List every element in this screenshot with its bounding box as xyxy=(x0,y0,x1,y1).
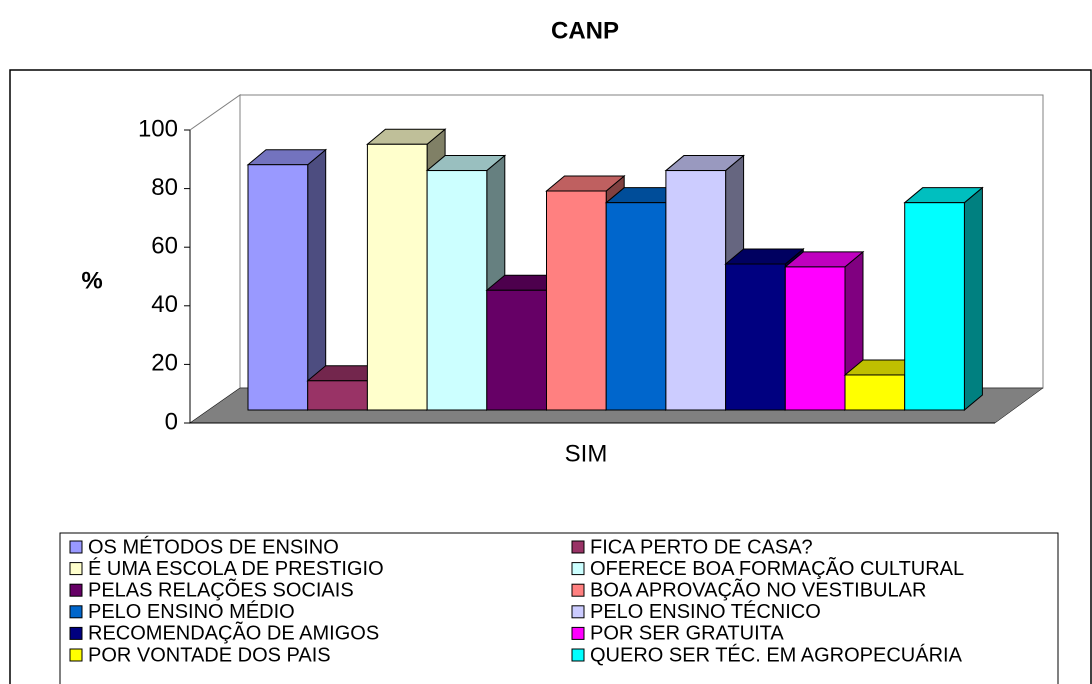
bar xyxy=(725,263,786,411)
bar xyxy=(665,170,727,411)
legend-label: QUERO SER TÉC. EM AGROPECUÁRIA xyxy=(590,643,963,666)
legend-swatch xyxy=(69,605,83,619)
side-wall xyxy=(189,94,241,424)
legend-label: É UMA ESCOLA DE PRESTIGIO xyxy=(88,557,384,580)
legend-label: PELO ENSINO MÉDIO xyxy=(88,600,295,623)
chart-title: CANP xyxy=(551,17,619,44)
legend-swatch xyxy=(571,562,585,576)
legend-swatch xyxy=(69,626,83,640)
legend-swatch xyxy=(69,648,83,662)
legend-swatch xyxy=(571,626,585,640)
bar xyxy=(844,374,906,411)
bar xyxy=(546,190,607,411)
legend-label: FICA PERTO DE CASA? xyxy=(590,536,813,558)
legend-swatch xyxy=(69,562,83,576)
y-tick-label: 20 xyxy=(151,350,178,377)
y-tick-label: 0 xyxy=(165,408,178,435)
bar xyxy=(784,266,846,411)
legend-label: OFERECE BOA FORMAÇÃO CULTURAL xyxy=(590,556,964,580)
bar xyxy=(426,170,488,411)
bar xyxy=(904,202,965,411)
y-tick-label: 60 xyxy=(151,233,178,260)
legend-label: POR VONTADE DOS PAIS xyxy=(88,644,331,666)
bar xyxy=(605,202,667,411)
legend xyxy=(59,532,1059,684)
bar xyxy=(486,289,547,411)
legend-swatch xyxy=(571,605,585,619)
legend-swatch xyxy=(69,540,83,554)
legend-label: OS MÉTODOS DE ENSINO xyxy=(88,535,339,558)
y-tick-label: 40 xyxy=(151,291,178,318)
y-axis-label: % xyxy=(81,267,102,294)
bar-side xyxy=(963,186,983,412)
legend-swatch xyxy=(571,583,585,597)
x-tick-label: SIM xyxy=(565,440,608,467)
legend-swatch xyxy=(571,648,585,662)
legend-label: POR SER GRATUITA xyxy=(590,623,784,645)
bar xyxy=(247,164,309,411)
legend-label: RECOMENDAÇÃO DE AMIGOS xyxy=(88,621,379,645)
bar xyxy=(307,380,368,411)
legend-label: BOA APROVAÇÃO NO VESTIBULAR xyxy=(590,577,926,601)
legend-swatch xyxy=(571,540,585,554)
y-tick-label: 100 xyxy=(138,115,178,142)
bar xyxy=(366,143,428,411)
legend-label: PELAS RELAÇÕES SOCIAIS xyxy=(88,577,354,601)
y-tick-label: 80 xyxy=(151,174,178,201)
legend-label: PELO ENSINO TÉCNICO xyxy=(590,600,821,623)
legend-swatch xyxy=(69,583,83,597)
